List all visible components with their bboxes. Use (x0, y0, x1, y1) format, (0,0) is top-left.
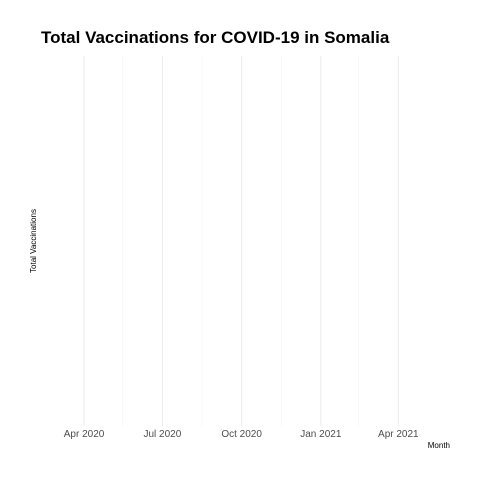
x-tick-label: Jan 2021 (300, 429, 342, 440)
y-axis-label: Total Vaccinations (29, 209, 38, 273)
x-tick-label: Jul 2020 (144, 429, 182, 440)
x-tick-label: Oct 2020 (221, 429, 262, 440)
x-tick-label: Apr 2021 (378, 429, 419, 440)
x-tick-label: Apr 2020 (64, 429, 105, 440)
x-axis-label: Month (428, 441, 450, 450)
chart-title: Total Vaccinations for COVID-19 in Somal… (41, 28, 390, 47)
